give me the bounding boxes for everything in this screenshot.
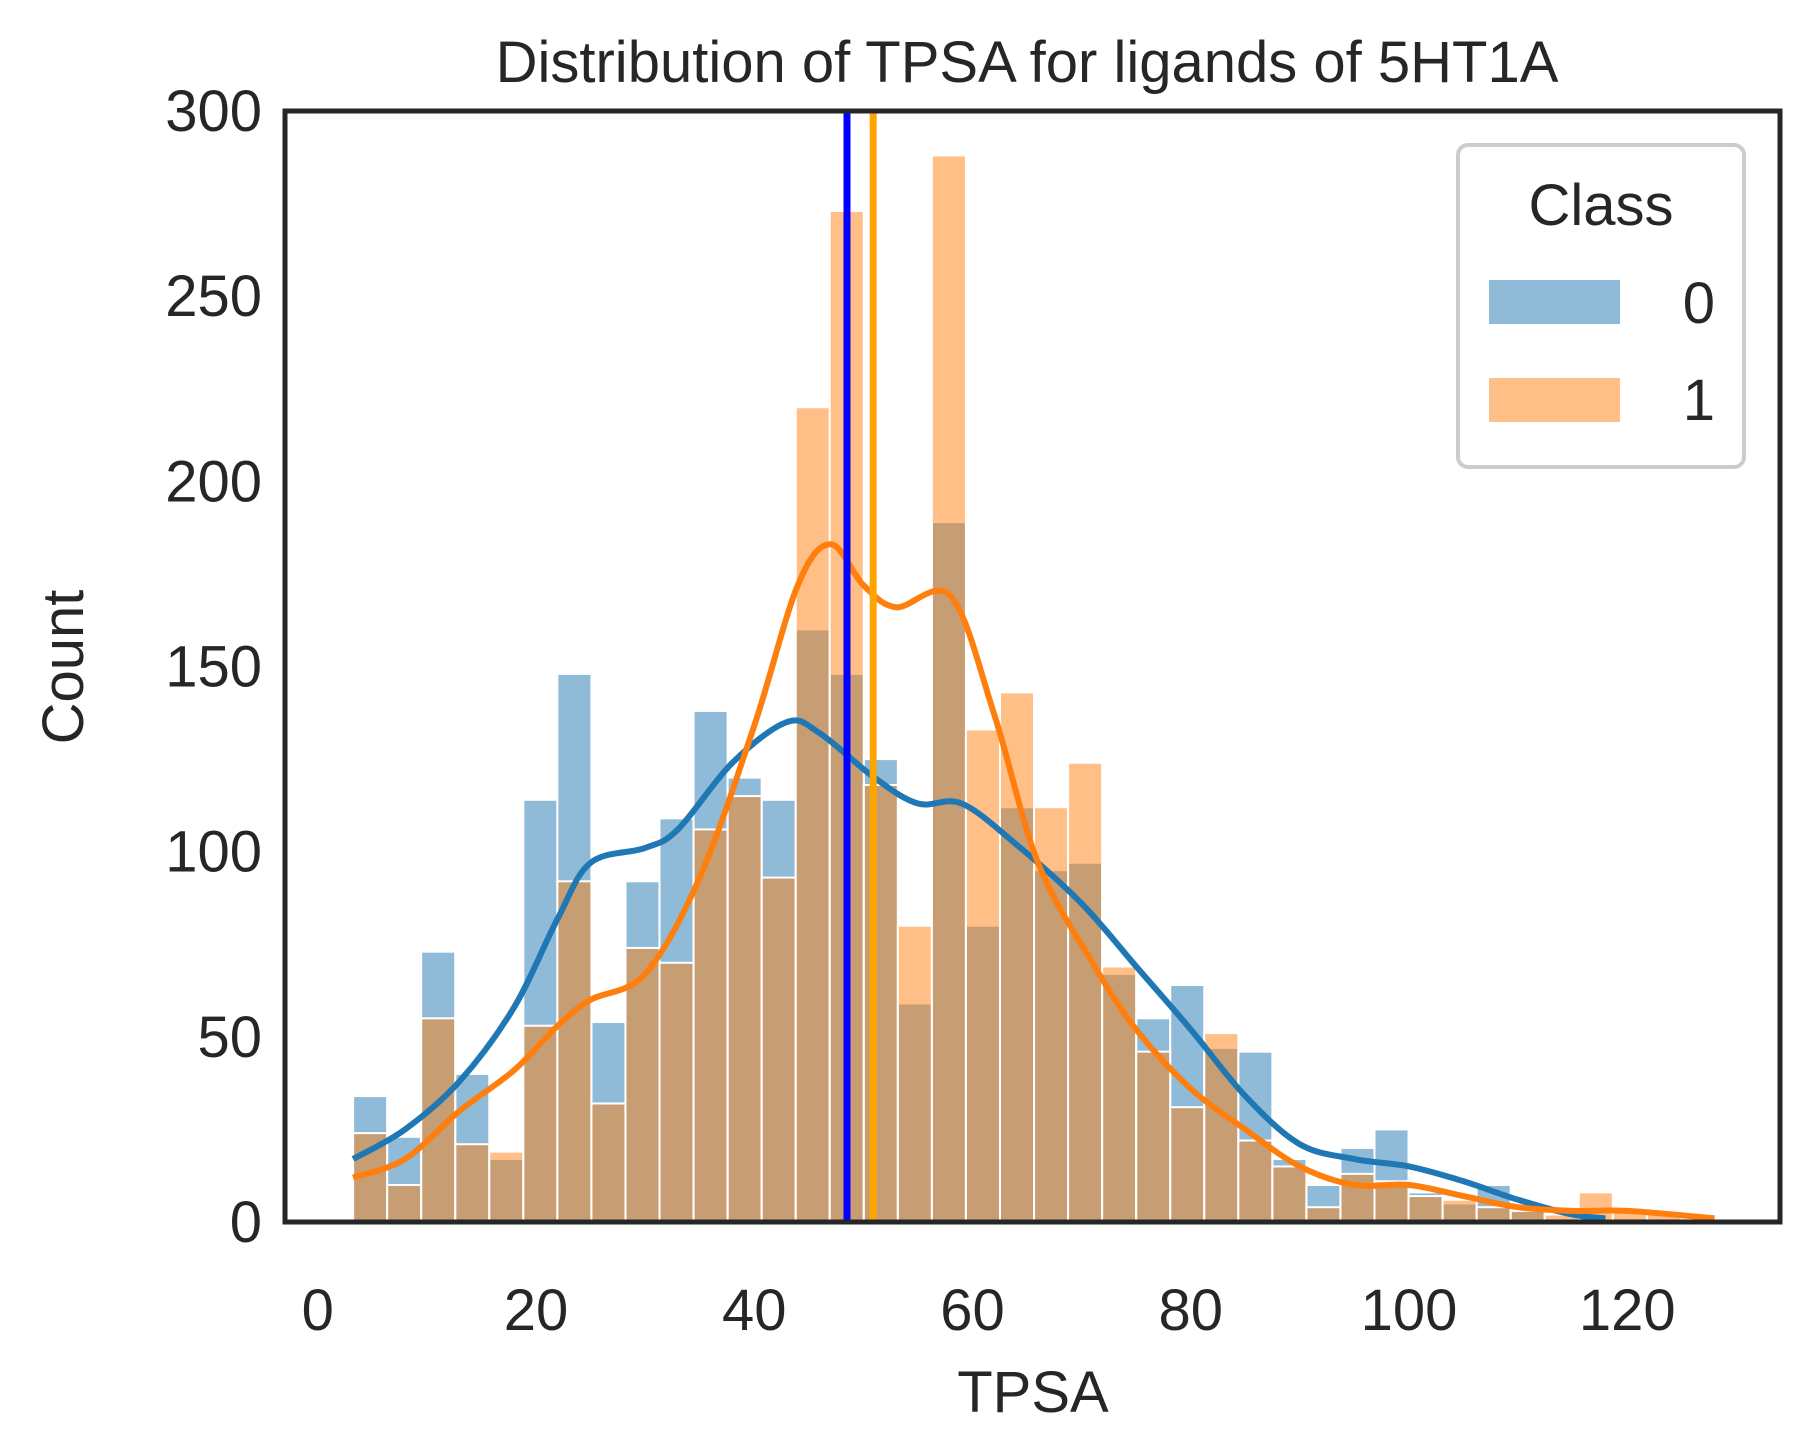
histogram-bar-class-1 (760, 876, 797, 1224)
y-tick-label: 200 (165, 449, 262, 514)
histogram-bar-class-1 (1203, 1032, 1240, 1223)
histogram-bar-class-1 (862, 784, 899, 1223)
y-tick-label: 300 (165, 79, 262, 144)
x-tick-label: 40 (722, 1278, 787, 1343)
plot-frame (282, 108, 1783, 1225)
histogram-bar-class-1 (1033, 806, 1070, 1224)
plot-area (351, 111, 1716, 1224)
histogram-bar-class-1 (488, 1150, 525, 1224)
kde-curves (351, 541, 1715, 1222)
x-axis-label: TPSA (957, 1360, 1109, 1425)
x-tick-label: 120 (1579, 1278, 1676, 1343)
y-tick-label: 100 (165, 820, 262, 885)
histogram-bar-class-1 (726, 795, 763, 1223)
histogram-bar-class-1 (692, 828, 729, 1223)
histogram-bar-class-1 (658, 961, 695, 1223)
histogram-bar-class-1 (998, 691, 1036, 1223)
y-axis-label-group: Count (31, 590, 96, 745)
histogram-bar-class-1 (556, 880, 593, 1223)
histogram-bar-class-1 (624, 946, 661, 1223)
x-tick-label: 80 (1158, 1278, 1223, 1343)
y-tick-label: 0 (230, 1190, 262, 1255)
x-tick-label: 60 (940, 1278, 1005, 1343)
legend-swatch-0 (1489, 280, 1620, 324)
legend: Class 0 1 (1456, 143, 1746, 469)
legend-title: Class (1528, 173, 1673, 238)
legend-label-1: 1 (1683, 368, 1715, 433)
y-ticks: 0 50 100 150 200 250 300 (165, 79, 262, 1255)
histogram-bar-class-1 (1237, 1139, 1274, 1223)
histogram-bar-class-1 (930, 154, 967, 1224)
histogram-bar-class-1 (1271, 1165, 1308, 1223)
kde-curve-class-0 (351, 717, 1606, 1222)
mean-lines (843, 111, 877, 1222)
x-tick-label: 0 (302, 1278, 334, 1343)
kde-curve-class-1 (352, 541, 1715, 1222)
histogram-bar-class-1 (1135, 1050, 1172, 1223)
histogram-bar-class-1 (1407, 1195, 1444, 1223)
y-tick-label: 50 (197, 1005, 262, 1070)
chart-title: Distribution of TPSA for ligands of 5HT1… (496, 30, 1559, 95)
legend-swatch-1 (1489, 378, 1620, 422)
histogram-bar-class-1 (590, 1102, 627, 1223)
x-ticks: 0 20 40 60 80 100 120 (302, 1278, 1676, 1343)
y-axis-label: Count (31, 590, 96, 745)
histogram-bar-class-1 (386, 1183, 423, 1224)
y-tick-label: 250 (165, 264, 262, 329)
histogram-bar-class-1 (1441, 1198, 1478, 1224)
histogram-bar-class-1 (454, 1143, 491, 1223)
y-tick-label: 150 (165, 635, 262, 700)
histogram-bar-class-1 (794, 406, 831, 1223)
x-tick-label: 100 (1361, 1278, 1458, 1343)
legend-label-0: 0 (1683, 271, 1715, 336)
histogram-bar-class-1 (964, 728, 1001, 1223)
x-tick-label: 20 (504, 1278, 569, 1343)
histogram-bar-class-1 (1067, 761, 1104, 1224)
histogram-bar-class-1 (896, 924, 933, 1223)
histogram-bar-class-1 (1169, 1106, 1206, 1223)
